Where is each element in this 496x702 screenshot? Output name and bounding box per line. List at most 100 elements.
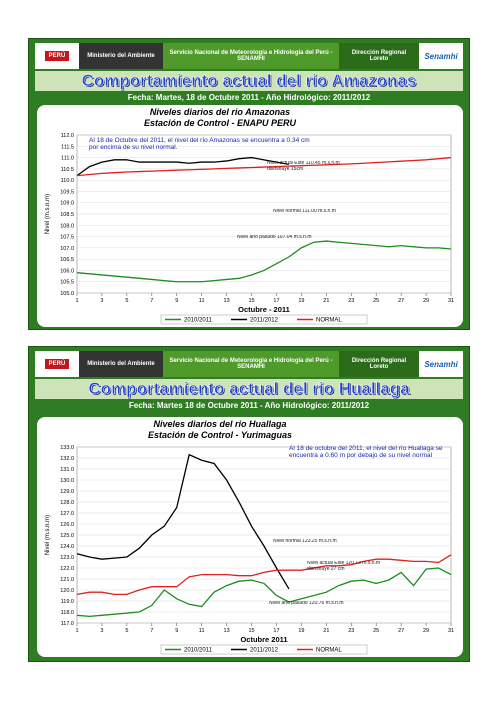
annotation: Nivel normal 123.25 m.s.n.m [273, 539, 337, 544]
y-tick-label: 131.0 [60, 467, 74, 473]
series-line [76, 453, 290, 590]
y-tick-label: 106.0 [60, 268, 74, 274]
y-tick-label: 110.5 [61, 167, 74, 173]
ministerio: Ministerio del Ambiente [79, 351, 163, 377]
series-line [76, 156, 290, 177]
x-tick-label: 21 [323, 298, 329, 304]
annotation-text: Nivel actual Este 110.45 m.s.n.m disminu… [267, 161, 340, 172]
x-tick-label: 9 [175, 298, 178, 304]
legend-label: 2010/2011 [184, 648, 213, 654]
ministerio: Ministerio del Ambiente [79, 43, 163, 69]
x-tick-label: 5 [125, 298, 128, 304]
x-tick-label: 27 [398, 298, 404, 304]
annotation-text: Nivel normal 123.25 m.s.n.m [273, 539, 337, 544]
legend-box [160, 314, 368, 325]
x-tick-label: 25 [373, 628, 379, 634]
x-tick-label: 23 [348, 628, 354, 634]
x-tick-label: 15 [248, 628, 254, 634]
header: PERÚ Ministerio del Ambiente Servicio Na… [35, 43, 463, 69]
y-tick-label: 129.0 [60, 489, 74, 495]
x-tick-label: 19 [298, 298, 304, 304]
annotation-text: Nivel año pasado 120.76 m.s.n.m [269, 601, 344, 606]
x-tick-label: 5 [125, 628, 128, 634]
logo-senamhi: Senamhi [419, 351, 463, 377]
x-tick-label: 13 [224, 298, 230, 304]
y-tick-label: 127.0 [60, 511, 74, 517]
y-tick-label: 107.0 [60, 246, 74, 252]
y-tick-label: 107.5 [60, 235, 74, 241]
banner: Comportamiento actual del rio Huallaga [35, 379, 463, 399]
y-axis-label: Nivel (m.s.n.m) [45, 194, 51, 234]
x-axis-label: Octubre 2011 [240, 635, 287, 644]
chart-subtitle: Estación de Control - Yurimaguas [148, 430, 292, 440]
y-tick-label: 105.5 [60, 280, 74, 286]
direccion: Dirección Regional Loreto [339, 43, 419, 69]
y-tick-label: 111.5 [61, 144, 74, 150]
annotation: Nivel actual Este 120.13 m.s.n.m disminu… [307, 561, 381, 572]
annotation-text: Nivel año pasado 107.04 m.s.n.m [237, 235, 312, 240]
y-tick-label: 125.0 [60, 533, 74, 539]
y-tick-label: 110.0 [61, 178, 74, 184]
y-tick-label: 126.0 [60, 522, 74, 528]
chart-panel: Niveles diarios del rio Huallaga Estación… [37, 417, 463, 657]
x-axis-label: Octubre - 2011 [238, 305, 290, 314]
servicio: Servicio Nacional de Meteorología e Hidr… [163, 43, 339, 69]
annotation: Al 18 de octubre del 2011, el nivel del … [289, 445, 443, 460]
y-tick-label: 119.0 [61, 599, 74, 605]
x-tick-label: 31 [448, 628, 454, 634]
y-tick-label: 109.0 [60, 201, 74, 207]
annotation: Nivel normal 111.00 m.s.n.m [273, 209, 336, 214]
y-tick-label: 120.0 [60, 588, 74, 594]
y-axis-label: Nivel (m.s.n.m) [45, 515, 51, 555]
x-tick-label: 15 [248, 298, 254, 304]
series-line [76, 554, 452, 596]
y-tick-label: 112.0 [61, 133, 74, 139]
x-tick-label: 21 [323, 628, 329, 634]
x-tick-label: 19 [298, 628, 304, 634]
x-tick-label: 29 [423, 628, 429, 634]
y-tick-label: 124.0 [60, 544, 74, 550]
x-tick-label: 25 [373, 298, 379, 304]
y-tick-label: 121.0 [60, 577, 74, 583]
x-tick-label: 7 [150, 628, 153, 634]
legend-label: 2011/2012 [250, 648, 279, 654]
y-tick-label: 133.0 [60, 445, 74, 451]
series-line [76, 156, 452, 177]
chart: Niveles diarios del rio HuallagaEstación… [45, 419, 454, 655]
logo-peru: PERÚ [35, 351, 79, 377]
annotation-text: Al 18 de octubre del 2011, el nivel del … [289, 445, 443, 460]
y-tick-label: 106.5 [60, 257, 74, 263]
x-tick-label: 11 [199, 298, 205, 304]
banner: Comportamiento actual del rio Amazonas [35, 71, 463, 91]
annotation: Nivel año pasado 120.76 m.s.n.m [269, 601, 344, 606]
legend-label: 2011/2012 [250, 318, 279, 324]
x-tick-label: 9 [175, 628, 178, 634]
date-line: Fecha: Martes 18 de Octubre 2011 - Año H… [128, 401, 370, 410]
peru: PERÚ [44, 359, 70, 369]
annotation-text: Al 18 de Octubre del 2011, el nivel del … [89, 137, 310, 152]
x-tick-label: 3 [100, 298, 103, 304]
series-line [76, 567, 452, 618]
y-tick-label: 109.5 [60, 189, 74, 195]
x-tick-label: 17 [273, 298, 279, 304]
series-line [76, 240, 452, 283]
x-tick-label: 29 [423, 298, 429, 304]
legend-label: NORMAL [316, 648, 342, 654]
x-tick-label: 23 [348, 298, 354, 304]
x-tick-label: 3 [100, 628, 103, 634]
legend-label: NORMAL [316, 318, 342, 324]
y-tick-label: 111.0 [61, 156, 74, 162]
x-tick-label: 1 [75, 298, 78, 304]
logo-peru: PERÚ [35, 43, 79, 69]
annotation: Nivel año pasado 107.04 m.s.n.m [237, 235, 312, 240]
y-tick-label: 105.0 [60, 291, 74, 297]
y-tick-label: 108.0 [60, 223, 74, 229]
x-tick-label: 27 [398, 628, 404, 634]
chart: Niveles diarios del rio AmazonasEstación… [45, 107, 454, 325]
y-tick-label: 117.0 [61, 621, 74, 627]
annotation: Nivel actual Este 110.45 m.s.n.m disminu… [267, 161, 340, 172]
annotation-text: Nivel actual Este 120.13 m.s.n.m disminu… [307, 561, 381, 572]
y-tick-label: 123.0 [60, 555, 74, 561]
legend-box [160, 644, 368, 655]
